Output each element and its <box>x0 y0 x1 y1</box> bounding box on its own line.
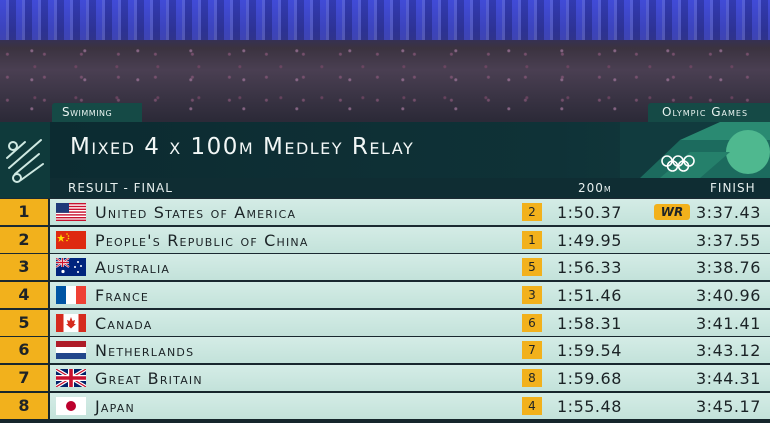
result-row: 5 Canada 6 1:58.31 3:41.41 <box>0 309 770 336</box>
event-brand-label: Olympic Games <box>648 103 770 122</box>
finish-time: 3:37.43 <box>696 203 761 222</box>
split-time: 1:49.95 <box>557 230 622 250</box>
split-rank-badge: 7 <box>522 341 542 360</box>
stadium-lights <box>0 0 770 40</box>
result-bar: Great Britain 8 1:59.68 3:44.31 <box>50 365 770 392</box>
split-rank-badge: 3 <box>522 286 542 305</box>
japan-flag-icon <box>56 396 86 415</box>
rank-badge: 1 <box>0 199 48 225</box>
result-row: 4 France 3 1:51.46 3:40.96 <box>0 282 770 309</box>
great-britain-flag-icon <box>56 369 86 388</box>
rank-badge: 7 <box>0 365 48 392</box>
result-bar: Australia 5 1:56.33 3:38.76 <box>50 254 770 281</box>
result-row: 8 Japan 4 1:55.48 3:45.17 <box>0 392 770 419</box>
split-rank-badge: 5 <box>522 258 542 277</box>
split-time: 1:50.37 <box>557 203 622 222</box>
split-time: 1:56.33 <box>557 258 622 278</box>
rank-badge: 5 <box>0 309 48 336</box>
split-time: 1:51.46 <box>557 286 622 306</box>
france-flag-icon <box>56 286 86 305</box>
finish-time: 3:44.31 <box>696 369 761 389</box>
result-final-label: RESULT - FINAL <box>68 181 173 195</box>
finish-time: 3:43.12 <box>696 341 761 361</box>
result-row: 2 People's Republic of China 1 1:49.95 3… <box>0 226 770 253</box>
rank-badge: 2 <box>0 226 48 253</box>
split-rank-badge: 6 <box>522 313 542 332</box>
event-title: Mixed 4 x 100m Medley Relay <box>70 134 415 160</box>
split-rank-badge: 8 <box>522 369 542 388</box>
split-rank-badge: 2 <box>522 203 542 221</box>
rank-badge: 8 <box>0 392 48 419</box>
column-header-bar: RESULT - FINAL 200m FINISH <box>50 178 770 198</box>
country-name: Great Britain <box>95 369 203 389</box>
finish-time: 3:38.76 <box>696 258 761 278</box>
result-bar: People's Republic of China 1 1:49.95 3:3… <box>50 226 770 253</box>
split-time: 1:55.48 <box>557 396 622 416</box>
finish-column-header: FINISH <box>710 181 756 195</box>
china-flag-icon <box>56 230 86 249</box>
event-header: Mixed 4 x 100m Medley Relay <box>50 122 770 178</box>
olympic-rings-icon <box>661 155 695 172</box>
result-bar: United States of America 2 1:50.37 WR 3:… <box>50 199 770 225</box>
finish-time: 3:45.17 <box>696 396 761 416</box>
finish-time: 3:41.41 <box>696 313 761 333</box>
country-name: People's Republic of China <box>95 230 309 250</box>
result-row: 6 Netherlands 7 1:59.54 3:43.12 <box>0 337 770 364</box>
country-name: Japan <box>95 396 135 416</box>
sport-label: Swimming <box>52 103 142 122</box>
split-column-header: 200m <box>578 181 612 195</box>
split-rank-badge: 1 <box>522 230 542 249</box>
finish-time: 3:37.55 <box>696 230 761 250</box>
finish-time: 3:40.96 <box>696 286 761 306</box>
canada-flag-icon <box>56 313 86 332</box>
split-time: 1:59.68 <box>557 369 622 389</box>
usa-flag-icon <box>56 203 86 221</box>
result-bar: Netherlands 7 1:59.54 3:43.12 <box>50 337 770 364</box>
country-name: Netherlands <box>95 341 195 361</box>
australia-flag-icon <box>56 258 86 277</box>
split-rank-badge: 4 <box>522 396 542 415</box>
rank-badge: 3 <box>0 254 48 281</box>
split-time: 1:59.54 <box>557 341 622 361</box>
olympic-decoration <box>620 122 770 178</box>
split-time: 1:58.31 <box>557 313 622 333</box>
country-name: Canada <box>95 313 153 333</box>
result-row: 1 United States of America 2 1:50.37 WR … <box>0 199 770 225</box>
swimming-pictogram-icon <box>6 139 44 183</box>
result-row: 3 Australia 5 1:56.33 3:38.76 <box>0 254 770 281</box>
result-bar: Canada 6 1:58.31 3:41.41 <box>50 309 770 336</box>
country-name: France <box>95 286 149 306</box>
country-name: United States of America <box>95 203 297 222</box>
result-row: 7 Great Britain 8 1:59.68 3:44.31 <box>0 365 770 392</box>
country-name: Australia <box>95 258 171 278</box>
rank-badge: 4 <box>0 282 48 309</box>
swimming-pictogram-panel <box>0 122 50 198</box>
results-table: 1 United States of America 2 1:50.37 WR … <box>0 199 770 421</box>
rank-badge: 6 <box>0 337 48 364</box>
world-record-badge: WR <box>654 204 690 220</box>
netherlands-flag-icon <box>56 341 86 360</box>
result-bar: France 3 1:51.46 3:40.96 <box>50 282 770 309</box>
result-bar: Japan 4 1:55.48 3:45.17 <box>50 392 770 419</box>
